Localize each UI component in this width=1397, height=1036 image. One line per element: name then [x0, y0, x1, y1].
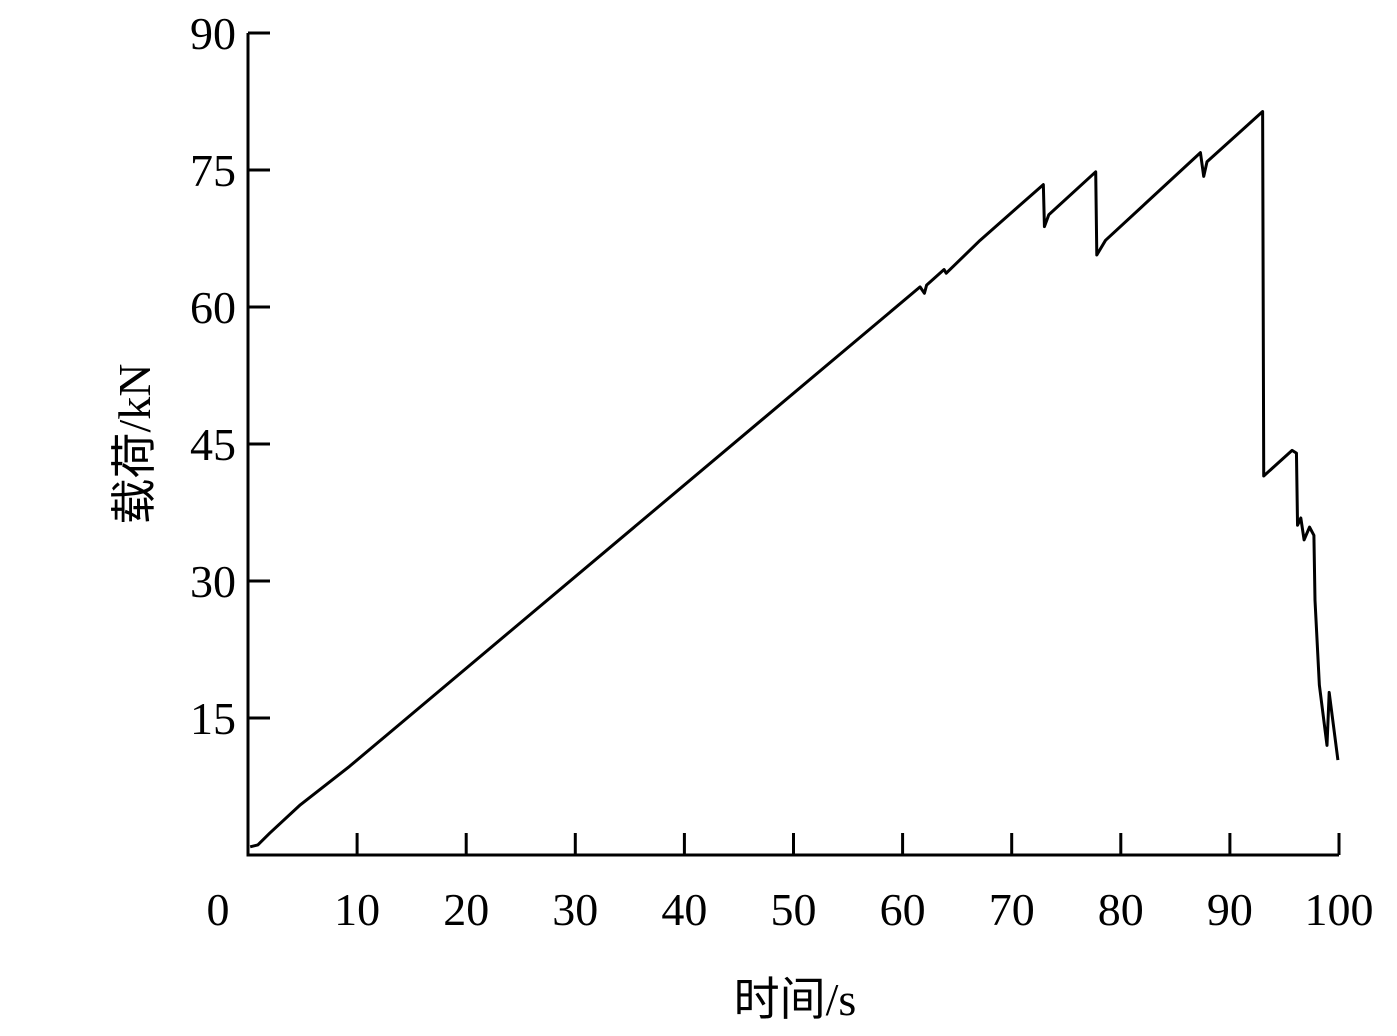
y-tick-label: 30 [190, 556, 236, 607]
y-tick-label: 15 [190, 693, 236, 744]
x-tick-label: 0 [207, 884, 230, 935]
data-line [249, 110, 1340, 849]
x-tick-label: 20 [443, 884, 489, 935]
y-axis-label: 载荷/kN [109, 364, 160, 525]
x-axis-label: 时间/s [734, 974, 857, 1025]
x-tick-label: 70 [989, 884, 1035, 935]
x-tick-label: 60 [880, 884, 926, 935]
x-tick-label: 100 [1305, 884, 1374, 935]
x-tick-label: 50 [771, 884, 817, 935]
y-tick-label: 45 [190, 419, 236, 470]
y-tick-label: 90 [190, 8, 236, 59]
x-tick-label: 40 [661, 884, 707, 935]
x-tick-label: 30 [552, 884, 598, 935]
x-tick-label: 80 [1098, 884, 1144, 935]
x-tick-label: 90 [1207, 884, 1253, 935]
y-tick-label: 75 [190, 145, 236, 196]
x-tick-label: 10 [334, 884, 380, 935]
y-tick-label: 60 [190, 282, 236, 333]
